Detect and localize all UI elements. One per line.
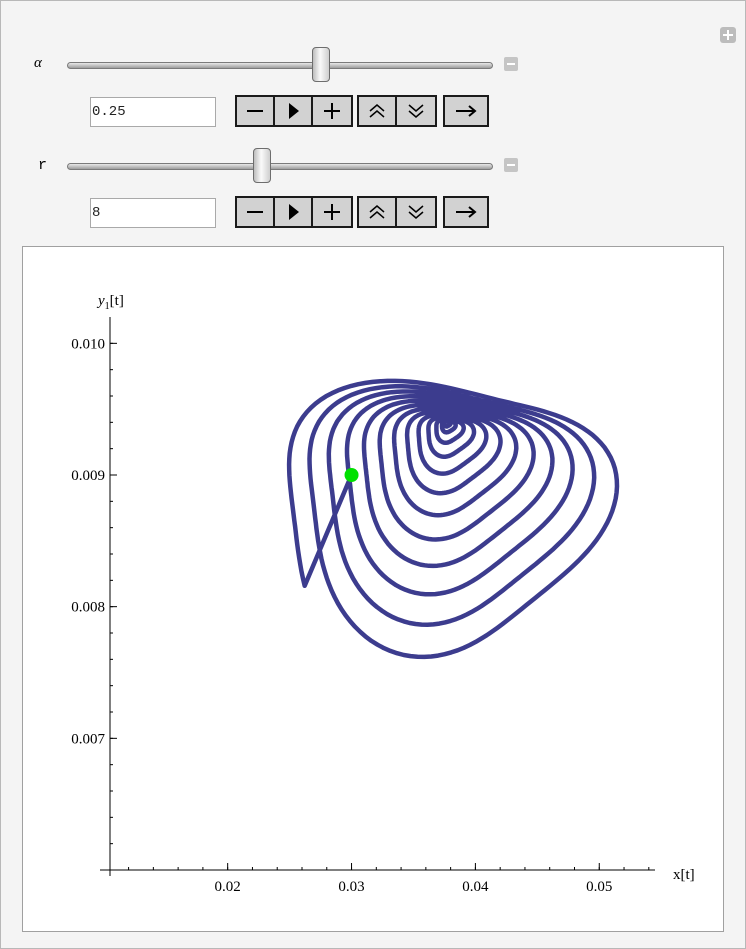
direction-icon — [456, 206, 477, 218]
r-direction-buttons — [443, 196, 489, 228]
x-tick-label: 0.05 — [586, 879, 612, 895]
minus-icon — [247, 110, 263, 112]
alpha-play-button[interactable] — [275, 97, 313, 125]
alpha-step-buttons — [235, 95, 353, 127]
trajectory-curve — [286, 378, 620, 660]
phase-plot: 0.02 0.03 0.04 0.05 0.007 0.008 0.009 0.010 y1[… — [71, 293, 695, 895]
r-decrement-button[interactable] — [237, 198, 275, 226]
current-point-marker — [344, 468, 359, 482]
r-play-button[interactable] — [275, 198, 313, 226]
r-label: r — [38, 157, 48, 174]
alpha-direction-buttons — [443, 95, 489, 127]
y-axis-label: y1[t] — [96, 293, 124, 312]
faster-icon — [369, 104, 385, 118]
x-axis-label: x[t] — [673, 867, 695, 883]
r-slider-thumb[interactable] — [253, 148, 272, 183]
slower-icon — [408, 205, 424, 219]
alpha-label: α — [34, 55, 42, 71]
play-icon — [289, 204, 299, 220]
axes: 0.02 0.03 0.04 0.05 0.007 0.008 0.009 0.010 — [71, 317, 655, 895]
alpha-slower-button[interactable] — [397, 97, 435, 125]
y-tick-label: 0.010 — [71, 336, 105, 352]
r-collapse-minus-icon[interactable] — [504, 158, 518, 172]
alpha-value-field[interactable]: 0.25 — [90, 97, 216, 127]
r-direction-button[interactable] — [445, 198, 487, 226]
alpha-increment-button[interactable] — [313, 97, 351, 125]
direction-icon — [456, 105, 477, 117]
r-faster-button[interactable] — [359, 198, 397, 226]
x-tick-label: 0.04 — [462, 879, 489, 895]
plus-icon — [324, 103, 340, 119]
plot-panel: 0.02 0.03 0.04 0.05 0.007 0.008 0.009 0.010 y1[… — [22, 246, 724, 932]
r-speed-buttons — [357, 196, 437, 228]
alpha-speed-buttons — [357, 95, 437, 127]
alpha-collapse-minus-icon[interactable] — [504, 57, 518, 71]
expand-plus-icon[interactable] — [720, 27, 736, 43]
alpha-slider-thumb[interactable] — [312, 47, 331, 82]
alpha-direction-button[interactable] — [445, 97, 487, 125]
alpha-decrement-button[interactable] — [237, 97, 275, 125]
y-tick-label: 0.008 — [71, 600, 105, 616]
y-axis-label-var: y — [96, 293, 105, 309]
slower-icon — [408, 104, 424, 118]
r-value-field[interactable]: 8 — [90, 198, 216, 228]
faster-icon — [369, 205, 385, 219]
y-tick-label: 0.009 — [71, 468, 105, 484]
r-increment-button[interactable] — [313, 198, 351, 226]
y-tick-label: 0.007 — [71, 731, 105, 747]
plus-icon — [324, 204, 340, 220]
y-axis-label-suffix: [t] — [110, 293, 124, 309]
r-step-buttons — [235, 196, 353, 228]
play-icon — [289, 103, 299, 119]
r-slower-button[interactable] — [397, 198, 435, 226]
y-axis-label-subscript: 1 — [105, 301, 110, 312]
x-tick-label: 0.02 — [215, 879, 241, 895]
alpha-slider-track[interactable] — [67, 62, 493, 69]
alpha-faster-button[interactable] — [359, 97, 397, 125]
minus-icon — [247, 211, 263, 213]
r-slider-track[interactable] — [67, 163, 493, 170]
x-tick-label: 0.03 — [338, 879, 364, 895]
